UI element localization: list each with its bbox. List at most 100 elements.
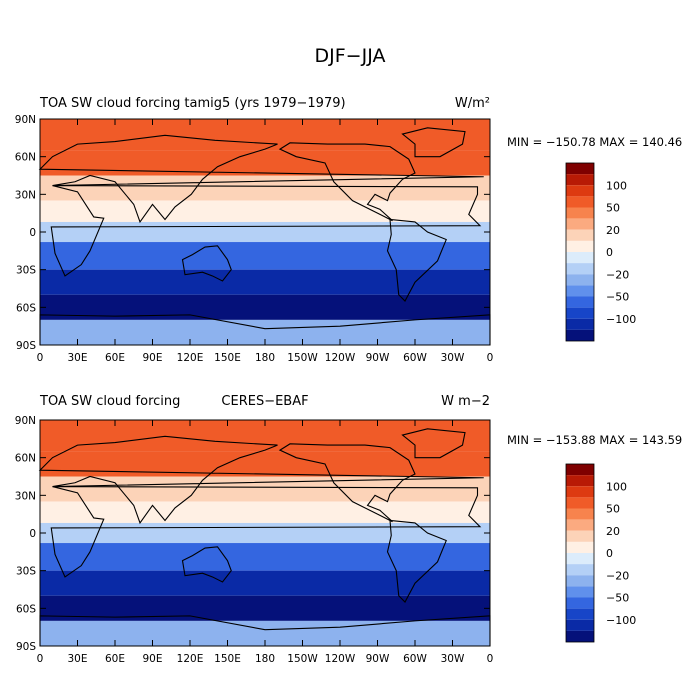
- colorbar-label: 20: [606, 525, 620, 538]
- heat-band: [40, 200, 490, 222]
- colorbar-swatch: [566, 608, 594, 620]
- colorbar-label: 0: [606, 547, 613, 560]
- colorbar-swatch: [566, 263, 594, 275]
- colorbar-swatch: [566, 630, 594, 642]
- colorbar-swatch: [566, 530, 594, 542]
- colorbar-swatch: [566, 329, 594, 341]
- continent-outline: [401, 127, 466, 158]
- colorbar-label: −100: [606, 313, 636, 326]
- heat-band: [40, 269, 490, 295]
- lat-tick-label: 60N: [15, 152, 36, 164]
- panel-center-title: tamig5 (yrs 1979−1979): [184, 96, 345, 111]
- lon-tick-label: 30E: [68, 653, 88, 665]
- lat-tick-label: 90N: [15, 114, 36, 126]
- lat-tick-label: 0: [29, 227, 36, 239]
- colorbar-swatch: [566, 252, 594, 264]
- colorbar-swatch: [566, 508, 594, 520]
- lat-tick-label: 90S: [16, 641, 36, 653]
- lon-tick-label: 150E: [214, 653, 241, 665]
- lon-tick-label: 180: [255, 653, 275, 665]
- panel-units: W m−2: [441, 394, 490, 409]
- lon-tick-label: 60W: [403, 653, 427, 665]
- lon-tick-label: 0: [487, 653, 494, 665]
- lat-tick-label: 0: [29, 528, 36, 540]
- panel-center-title: CERES−EBAF: [221, 394, 308, 409]
- lon-tick-label: 90W: [366, 653, 390, 665]
- colorbar-swatch: [566, 475, 594, 487]
- colorbar-swatch: [566, 519, 594, 531]
- heat-band: [40, 570, 490, 596]
- colorbar-label: 0: [606, 246, 613, 259]
- heat-band: [40, 501, 490, 523]
- colorbar-swatch: [566, 218, 594, 230]
- lat-tick-label: 30N: [15, 189, 36, 201]
- colorbar-swatch: [566, 229, 594, 241]
- lon-tick-label: 0: [487, 352, 494, 364]
- colorbar-swatch: [566, 464, 594, 476]
- colorbar-swatch: [566, 285, 594, 297]
- panel-model: TOA SW cloud forcing tamig5 (yrs 1979−19…: [15, 96, 682, 364]
- lat-tick-label: 60N: [15, 453, 36, 465]
- lon-tick-label: 30E: [68, 352, 88, 364]
- colorbar-frame: [565, 162, 595, 342]
- colorbar-swatch: [566, 207, 594, 219]
- lon-tick-label: 90E: [143, 653, 163, 665]
- continent-outline: [386, 519, 447, 603]
- continent-outline: [401, 428, 466, 459]
- heat-band: [40, 175, 490, 201]
- colorbar-swatch: [566, 296, 594, 308]
- colorbar-label: 100: [606, 179, 627, 192]
- lon-tick-label: 0: [37, 352, 44, 364]
- colorbar-swatch: [566, 553, 594, 565]
- heat-band: [40, 543, 490, 571]
- heat-band: [40, 522, 490, 544]
- colorbar-label: 20: [606, 224, 620, 237]
- continent-outline: [278, 443, 416, 523]
- lon-tick-label: 30W: [441, 653, 465, 665]
- colorbar-label: −100: [606, 614, 636, 627]
- lon-tick-label: 150W: [287, 653, 318, 665]
- colorbar-label: 100: [606, 480, 627, 493]
- panel-left-title: TOA SW cloud forcing: [39, 96, 180, 111]
- heat-band: [40, 242, 490, 270]
- colorbar-swatch: [566, 196, 594, 208]
- lat-tick-label: 60S: [16, 302, 36, 314]
- colorbar-swatch: [566, 586, 594, 598]
- colorbar-swatch: [566, 163, 594, 175]
- lon-tick-label: 90E: [143, 352, 163, 364]
- lon-tick-label: 120E: [177, 653, 204, 665]
- lon-tick-label: 30W: [441, 352, 465, 364]
- lon-tick-label: 180: [255, 352, 275, 364]
- heat-band: [40, 451, 490, 477]
- lat-tick-label: 90S: [16, 340, 36, 352]
- continent-outline: [38, 435, 484, 525]
- heat-band: [40, 476, 490, 502]
- lon-tick-label: 150E: [214, 352, 241, 364]
- figure-title: DJF−JJA: [315, 45, 386, 67]
- colorbar-swatch: [566, 174, 594, 186]
- colorbar-swatch: [566, 619, 594, 631]
- panel-stats: MIN = −150.78 MAX = 140.46: [507, 135, 682, 149]
- lon-tick-label: 120E: [177, 352, 204, 364]
- colorbar-label: −50: [606, 291, 629, 304]
- continent-outline: [50, 485, 482, 578]
- continent-outline: [386, 218, 447, 302]
- lat-tick-label: 30S: [16, 566, 36, 578]
- lat-tick-label: 60S: [16, 603, 36, 615]
- colorbar-swatch: [566, 575, 594, 587]
- panel-obs: TOA SW cloud forcing CERES−EBAF W m−2 MI…: [15, 394, 682, 665]
- lon-tick-label: 60E: [105, 653, 125, 665]
- colorbar-swatch: [566, 597, 594, 609]
- colorbar-swatch: [566, 240, 594, 252]
- lon-tick-label: 0: [37, 653, 44, 665]
- panel-left-title: TOA SW cloud forcing: [39, 394, 180, 409]
- colorbar-label: 50: [606, 503, 620, 516]
- colorbar-swatch: [566, 564, 594, 576]
- heat-band: [40, 221, 490, 243]
- colorbar-frame: [565, 463, 595, 643]
- colorbar-label: 50: [606, 202, 620, 215]
- colorbar-swatch: [566, 185, 594, 197]
- continent-outline: [181, 245, 232, 282]
